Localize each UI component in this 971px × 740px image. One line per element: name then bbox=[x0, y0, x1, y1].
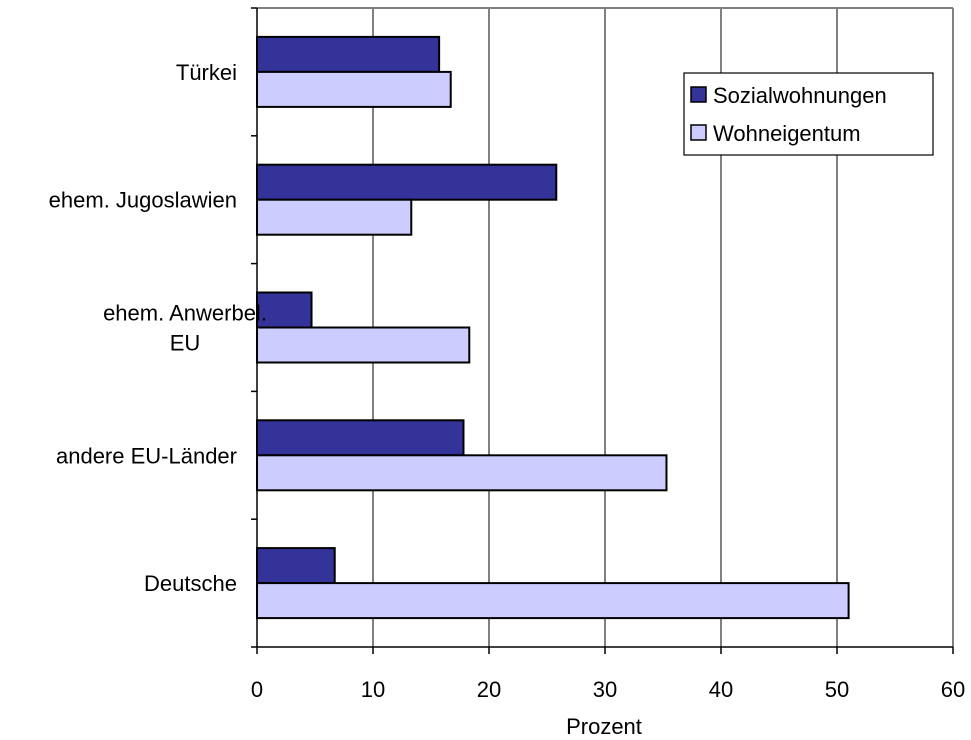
bar-wohneigentum-4 bbox=[256, 582, 850, 620]
legend-swatch-wohneigentum bbox=[690, 124, 707, 141]
category-label-3: andere EU-Länder bbox=[56, 443, 237, 468]
x-tick-label-40: 40 bbox=[709, 677, 733, 702]
bar-wohneigentum-3 bbox=[256, 454, 668, 492]
x-tick-label-0: 0 bbox=[251, 677, 263, 702]
category-label-1: ehem. Jugoslawien bbox=[49, 188, 237, 213]
x-axis-label: Prozent bbox=[566, 714, 642, 739]
legend-box bbox=[683, 72, 934, 156]
x-tick-label-60: 60 bbox=[941, 677, 965, 702]
x-tick-label-50: 50 bbox=[825, 677, 849, 702]
legend: Sozialwohnungen Wohneigentum bbox=[683, 72, 934, 156]
x-tick-label-20: 20 bbox=[477, 677, 501, 702]
tick-labels: 0 10 20 30 40 50 60 bbox=[251, 677, 965, 702]
bar-wohneigentum-1 bbox=[256, 198, 413, 236]
category-label-4: Deutsche bbox=[144, 571, 237, 596]
bar-sozialwohnungen-2 bbox=[256, 291, 313, 329]
category-label-line: EU bbox=[170, 331, 201, 356]
bar-sozialwohnungen-1 bbox=[256, 163, 558, 201]
legend-label-wohneigentum: Wohneigentum bbox=[713, 121, 861, 146]
bar-wohneigentum-2 bbox=[256, 326, 471, 364]
bar-sozialwohnungen-4 bbox=[256, 547, 336, 585]
x-tick-label-30: 30 bbox=[593, 677, 617, 702]
legend-swatch-sozialwohnungen bbox=[690, 86, 707, 103]
category-label-2: ehem. Anwerbel. EU bbox=[103, 301, 267, 356]
category-label-line: ehem. Anwerbel. bbox=[103, 301, 267, 326]
category-label-0: Türkei bbox=[176, 60, 237, 85]
category-labels: Türkei ehem. Jugoslawien ehem. Anwerbel. EU… bbox=[49, 60, 267, 596]
axes bbox=[251, 7, 954, 654]
legend-label-sozialwohnungen: Sozialwohnungen bbox=[713, 83, 887, 108]
bar-wohneigentum-0 bbox=[256, 70, 452, 108]
bar-sozialwohnungen-3 bbox=[256, 419, 465, 457]
x-tick-label-10: 10 bbox=[361, 677, 385, 702]
bar-sozialwohnungen-0 bbox=[256, 35, 441, 73]
